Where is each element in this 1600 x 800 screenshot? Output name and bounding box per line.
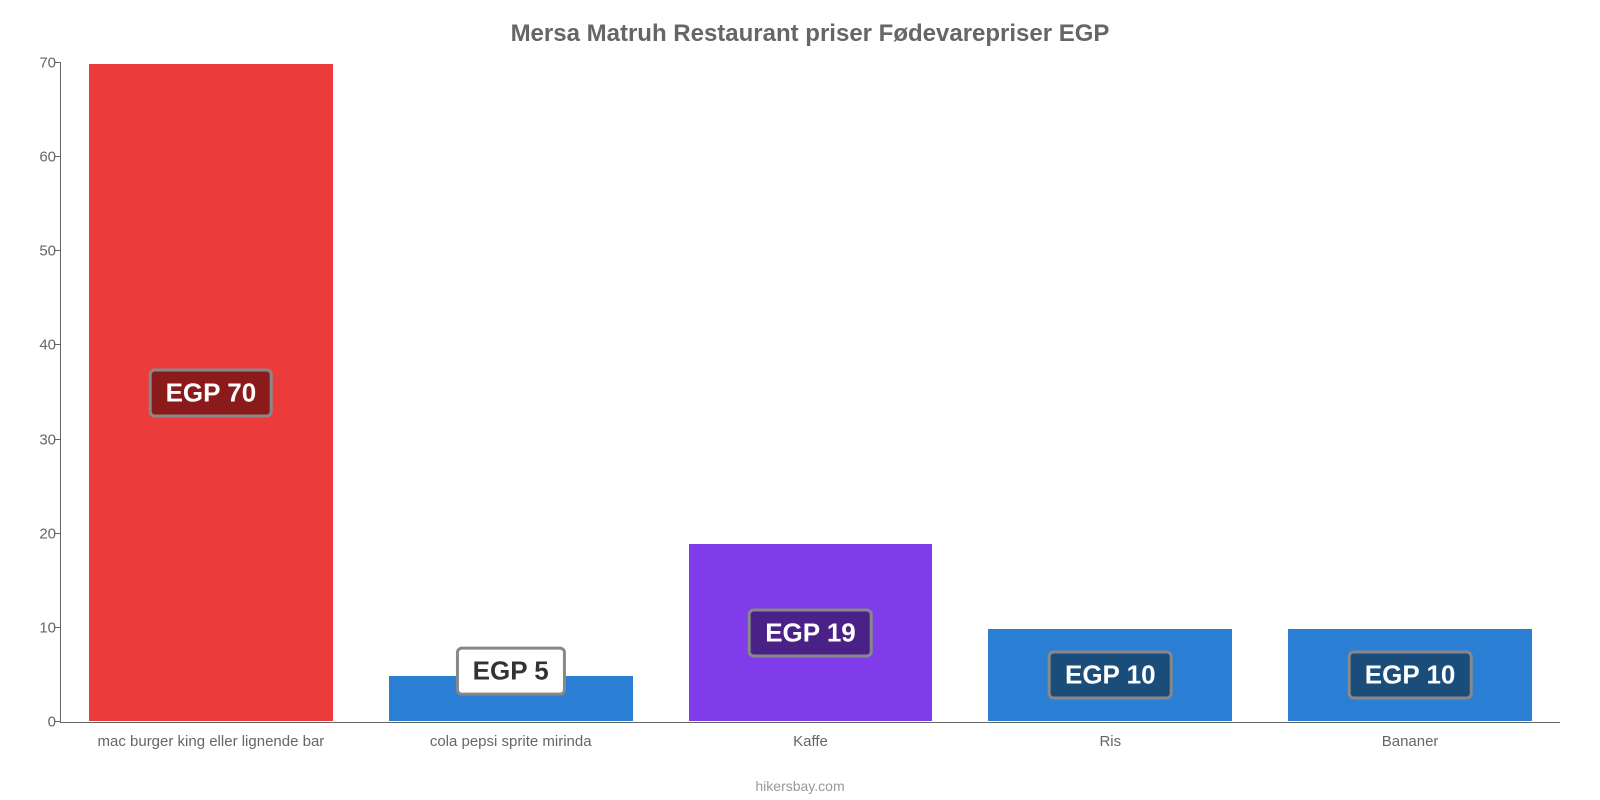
value-badge: EGP 70 (149, 368, 274, 417)
x-axis-label: Bananer (1260, 733, 1560, 750)
x-axis-labels: mac burger king eller lignende barcola p… (61, 733, 1560, 750)
y-tick-label: 10 (16, 619, 56, 636)
y-tick-label: 30 (16, 431, 56, 448)
bar: EGP 5 (388, 675, 634, 722)
x-axis-label: Kaffe (661, 733, 961, 750)
value-badge: EGP 10 (1348, 650, 1473, 699)
value-badge: EGP 5 (456, 647, 566, 696)
y-tick-label: 20 (16, 525, 56, 542)
chart-container: Mersa Matruh Restaurant priser Fødevarep… (0, 0, 1600, 800)
y-tick-label: 70 (16, 55, 56, 72)
y-tick-label: 0 (16, 714, 56, 731)
bar-slot: EGP 5 (361, 63, 661, 722)
x-axis-label: cola pepsi sprite mirinda (361, 733, 661, 750)
value-badge: EGP 10 (1048, 650, 1173, 699)
bar: EGP 10 (987, 628, 1233, 722)
bar: EGP 70 (88, 63, 334, 722)
y-tick-label: 50 (16, 243, 56, 260)
bar: EGP 19 (688, 543, 934, 722)
bar-slot: EGP 10 (1260, 63, 1560, 722)
bars-row: EGP 70 EGP 5 EGP 19 EGP 10 EGP 10 (61, 63, 1560, 722)
bar-slot: EGP 70 (61, 63, 361, 722)
bar-slot: EGP 19 (661, 63, 961, 722)
chart-footer: hikersbay.com (0, 778, 1600, 794)
x-axis-label: Ris (960, 733, 1260, 750)
x-axis-label: mac burger king eller lignende bar (61, 733, 361, 750)
y-tick-label: 40 (16, 337, 56, 354)
value-badge: EGP 19 (748, 608, 873, 657)
chart-title: Mersa Matruh Restaurant priser Fødevarep… (60, 20, 1560, 48)
bar-slot: EGP 10 (960, 63, 1260, 722)
bar: EGP 10 (1287, 628, 1533, 722)
plot-area: 010203040506070 EGP 70EGP 5EGP 19EGP 10E… (60, 63, 1560, 723)
y-tick-label: 60 (16, 149, 56, 166)
